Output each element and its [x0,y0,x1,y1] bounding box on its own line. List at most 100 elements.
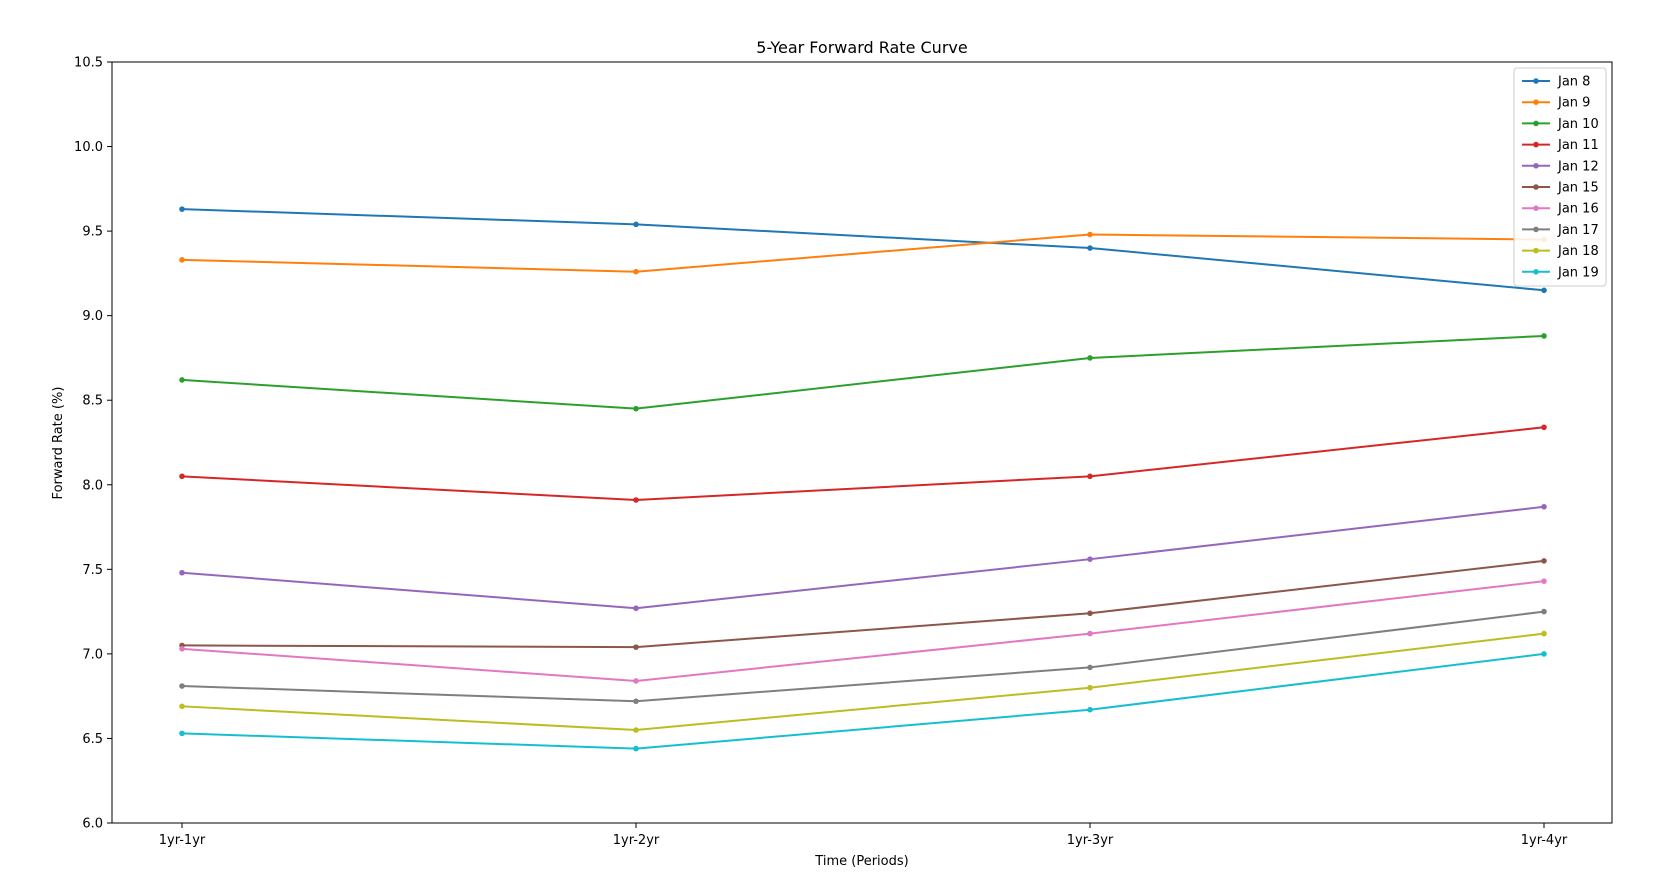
data-point [1541,424,1547,431]
legend-marker [1533,163,1539,169]
series-line-jan-19 [181,652,1545,750]
legend-marker [1533,247,1539,254]
legend-marker [1533,78,1539,84]
y-tick-label: 8.5 [82,394,103,409]
legend-marker [1533,226,1539,233]
legend-item: Jan 8 [1522,75,1590,90]
legend-marker [1533,269,1539,275]
series-jan-11 [179,424,1547,503]
data-point [633,727,639,733]
data-point [1087,231,1093,238]
chart-title: 5-Year Forward Rate Curve [756,38,967,57]
legend-label: Jan 8 [1557,75,1590,90]
legend-item: Jan 18 [1522,244,1599,259]
series-jan-17 [179,608,1547,705]
data-point [179,646,185,652]
data-point [179,730,185,737]
data-point [633,745,639,752]
y-tick-label: 6.0 [82,817,103,832]
legend-item: Jan 19 [1522,265,1599,280]
plot-frame [111,61,1613,824]
data-point [179,377,185,383]
data-point [179,257,185,263]
series-line-jan-9 [181,233,1545,273]
x-axis-ticks: 1yr-1yr 1yr-2yr 1yr-3yr 1yr-4yr [159,823,1568,848]
legend-label: Jan 11 [1557,138,1599,153]
y-tick-label: 9.0 [82,309,103,324]
data-point [1087,610,1093,617]
legend-marker [1533,99,1539,105]
series-line-jan-8 [181,208,1545,292]
y-tick-label: 10.5 [74,56,103,71]
data-point [1541,578,1547,584]
series-jan-9 [179,231,1547,275]
legend: Jan 8 Jan 9 Jan 10 Jan 11 Jan 12 Jan 15 Jan 16… [1513,67,1607,287]
data-point [1541,333,1547,339]
legend-item: Jan 16 [1522,202,1599,217]
legend-marker [1533,184,1539,190]
data-point [179,569,185,576]
data-point [633,497,639,503]
data-point [1087,556,1093,562]
data-point [1541,558,1547,564]
legend-label: Jan 16 [1557,202,1599,217]
legend-item: Jan 10 [1522,117,1599,132]
legend-marker [1533,205,1539,211]
series-jan-10 [179,333,1547,412]
data-point [1087,684,1093,691]
data-point [1087,630,1093,637]
series-line-jan-15 [181,559,1545,649]
legend-label: Jan 9 [1557,96,1590,111]
y-tick-label: 7.5 [82,563,103,578]
data-point [633,221,639,228]
legend-item: Jan 11 [1522,138,1599,153]
legend-label: Jan 19 [1557,265,1599,280]
legend-marker [1533,120,1539,127]
legend-marker [1533,141,1539,148]
x-tick-label: 1yr-1yr [159,833,206,848]
series-lines [179,206,1547,752]
x-tick-label: 1yr-4yr [1521,833,1568,848]
data-point [633,678,639,684]
series-line-jan-10 [181,334,1545,410]
data-point [1087,355,1093,361]
data-point [1087,245,1093,251]
x-tick-label: 1yr-3yr [1067,833,1114,848]
data-point [633,605,639,612]
series-line-jan-18 [181,632,1545,731]
data-point [1541,503,1547,510]
y-tick-label: 6.5 [82,732,103,747]
x-axis-label: Time (Periods) [814,854,908,869]
series-jan-12 [179,503,1547,612]
data-point [179,703,185,710]
y-tick-label: 9.5 [82,225,103,240]
data-point [1541,651,1547,657]
data-point [1087,664,1093,671]
data-point [633,698,639,705]
data-point [633,405,639,412]
legend-label: Jan 17 [1557,223,1599,238]
series-line-jan-16 [181,580,1545,682]
data-point [179,683,185,689]
series-jan-19 [179,651,1547,752]
data-point [1541,630,1547,637]
series-line-jan-11 [181,426,1545,501]
legend-item: Jan 9 [1522,96,1590,111]
data-point [179,473,185,480]
y-axis-label: Forward Rate (%) [51,387,66,500]
series-jan-18 [179,630,1547,733]
data-point [179,206,185,212]
legend-label: Jan 10 [1557,117,1599,132]
legend-label: Jan 15 [1557,181,1599,196]
data-point [1087,473,1093,480]
y-tick-label: 7.0 [82,647,103,662]
series-line-jan-12 [181,505,1545,610]
series-jan-16 [179,578,1547,684]
data-point [1541,287,1547,294]
series-line-jan-17 [181,610,1545,703]
legend-item: Jan 15 [1522,181,1599,196]
y-tick-label: 8.0 [82,478,103,493]
data-point [1087,706,1093,713]
y-tick-label: 10.0 [74,140,103,155]
